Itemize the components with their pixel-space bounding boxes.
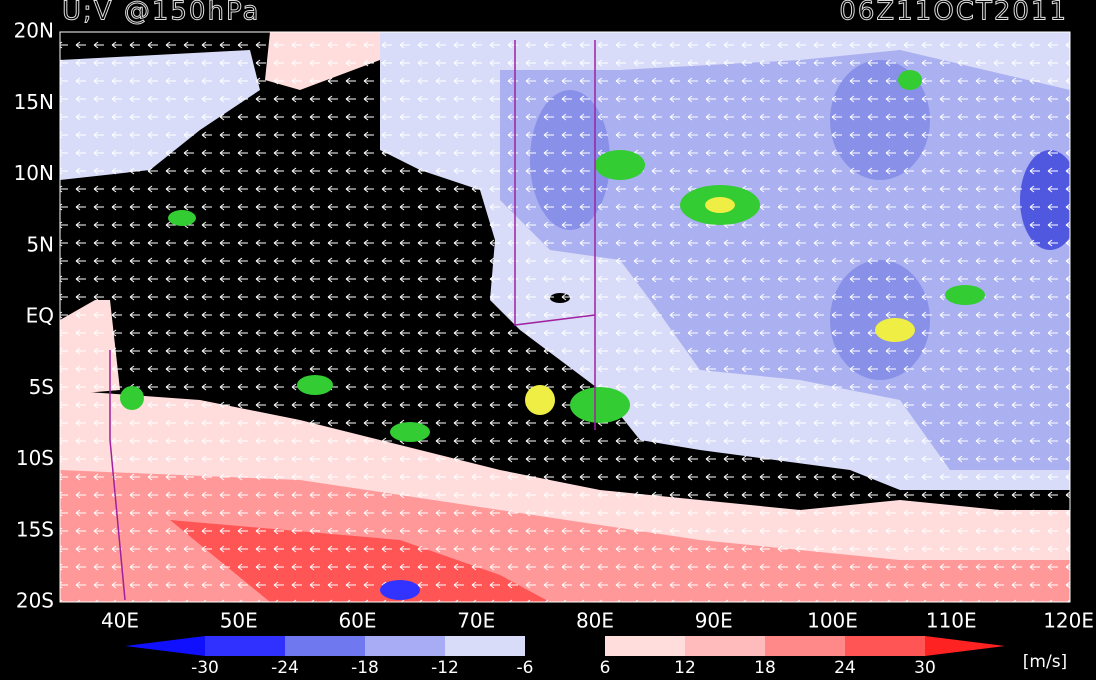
colorbar-label: 6 <box>600 658 611 678</box>
longitude-label: 110E <box>926 609 977 633</box>
cloud <box>525 385 555 415</box>
longitude-label: 70E <box>457 609 495 633</box>
colorbar-label: 30 <box>914 658 936 678</box>
colorbar-label: 24 <box>834 658 856 678</box>
longitude-label: 100E <box>807 609 858 633</box>
cloud <box>570 387 630 423</box>
latitude-label: 20S <box>16 589 54 613</box>
colorbar-label: -18 <box>351 658 379 678</box>
title: U;V @150hPa <box>62 0 260 27</box>
colorbar-label: -24 <box>271 658 299 678</box>
longitude-label: 50E <box>220 609 258 633</box>
cloud <box>120 386 144 410</box>
map-panel <box>60 32 1070 602</box>
colorbar-label: -6 <box>517 658 534 678</box>
latitude-label: 5S <box>29 375 54 399</box>
colorbar-label: -30 <box>191 658 219 678</box>
colorbar-segment <box>445 636 525 656</box>
colorbar-arrow <box>125 636 205 656</box>
colorbar-segment <box>365 636 445 656</box>
colorbar-segment <box>765 636 845 656</box>
colorbar-label: 12 <box>674 658 696 678</box>
colorbar <box>125 636 1005 656</box>
longitude-label: 90E <box>695 609 733 633</box>
latitude-label: EQ <box>26 304 54 328</box>
cloud <box>390 422 430 442</box>
cloud <box>945 285 985 305</box>
cloud <box>595 150 645 180</box>
colorbar-segment <box>605 636 685 656</box>
wind-vectors <box>60 32 1070 602</box>
longitude-label: 40E <box>101 609 139 633</box>
latitude-label: 15N <box>14 90 54 114</box>
colorbar-label: -12 <box>431 658 459 678</box>
latitude-label: 10S <box>16 446 54 470</box>
longitude-label: 120E <box>1043 609 1094 633</box>
date: 06Z11OCT2011 <box>839 0 1068 27</box>
colorbar-segment <box>685 636 765 656</box>
colorbar-segment <box>205 636 285 656</box>
cloud <box>898 70 922 90</box>
latitude-label: 10N <box>14 161 54 185</box>
cloud <box>297 375 333 395</box>
longitude-label: 60E <box>338 609 376 633</box>
coastline <box>109 40 596 601</box>
cloud <box>875 318 915 342</box>
colorbar-label: 18 <box>754 658 776 678</box>
cloud <box>168 210 196 226</box>
colorbar-segment <box>845 636 925 656</box>
colorbar-units: [m/s] <box>1023 652 1067 672</box>
map-frame <box>59 31 1071 603</box>
colorbar-arrow <box>925 636 1005 656</box>
colorbar-segment <box>285 636 365 656</box>
convection <box>120 70 985 600</box>
colorbar-segment <box>525 636 605 656</box>
latitude-label: 15S <box>16 517 54 541</box>
longitude-label: 80E <box>576 609 614 633</box>
latitude-label: 20N <box>14 19 54 43</box>
cloud <box>380 580 420 600</box>
cloud <box>705 197 735 213</box>
latitude-label: 5N <box>26 232 54 256</box>
